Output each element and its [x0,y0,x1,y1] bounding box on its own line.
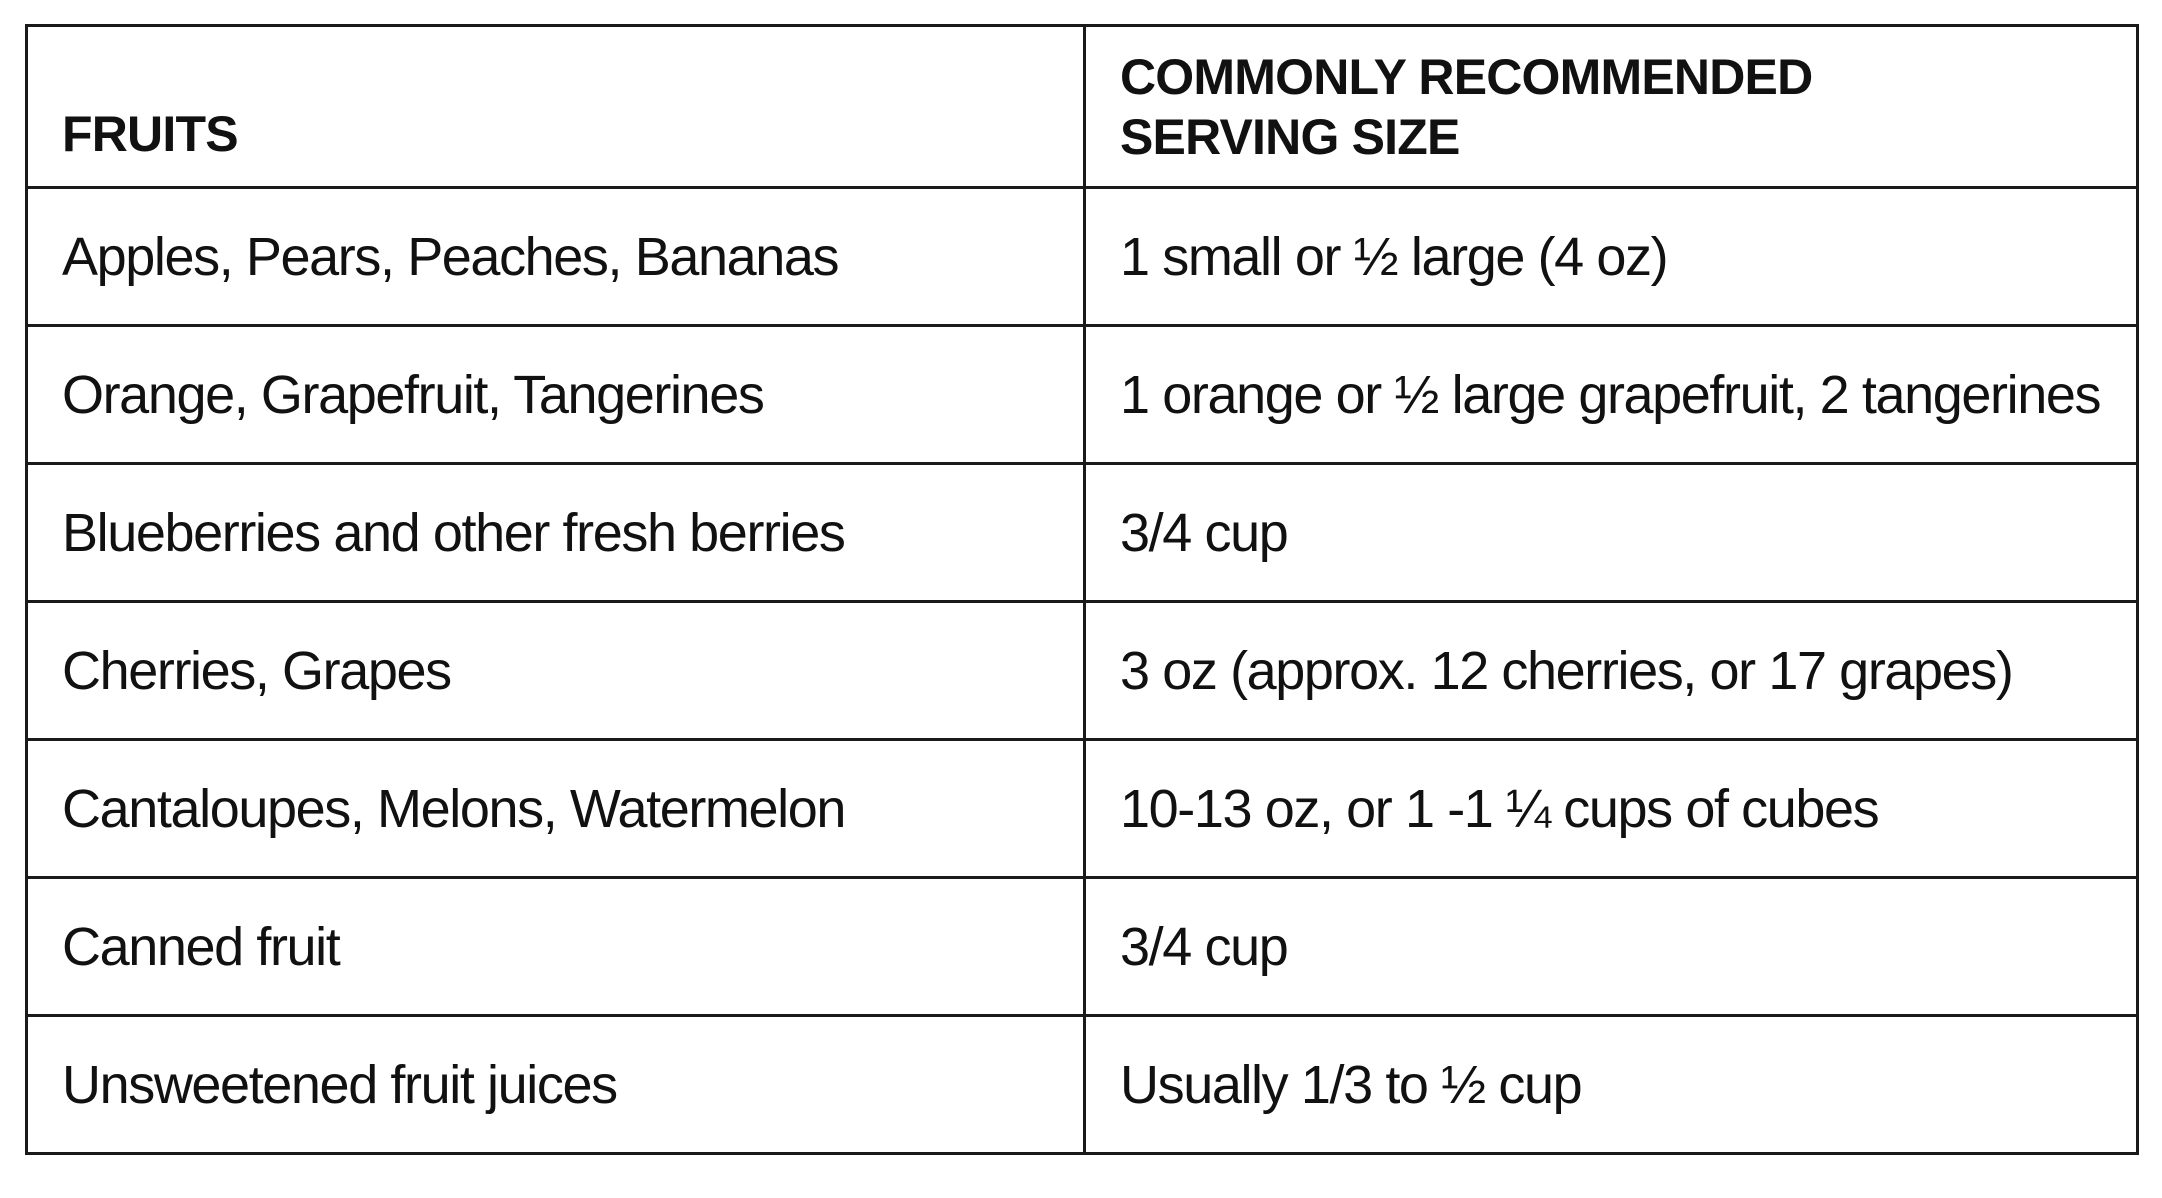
fruit-cell: Apples, Pears, Peaches, Bananas [25,186,1086,327]
serving-size-table-container: FRUITS COMMONLY RECOMMENDED SERVING SIZE… [25,24,2139,1155]
fruit-cell: Unsweetened fruit juices [25,1014,1086,1155]
table-row: Orange, Grapefruit, Tangerines 1 orange … [25,324,2139,465]
table-row: Cantaloupes, Melons, Watermelon 10-13 oz… [25,738,2139,879]
serving-cell: 1 small or ½ large (4 oz) [1083,186,2139,327]
table-header-row: FRUITS COMMONLY RECOMMENDED SERVING SIZE [25,24,2139,189]
table-row: Cherries, Grapes 3 oz (approx. 12 cherri… [25,600,2139,741]
fruit-cell: Cantaloupes, Melons, Watermelon [25,738,1086,879]
fruit-cell: Blueberries and other fresh berries [25,462,1086,603]
serving-size-column-header: COMMONLY RECOMMENDED SERVING SIZE [1083,24,2139,189]
serving-cell: Usually 1/3 to ½ cup [1083,1014,2139,1155]
serving-size-header-line-2: SERVING SIZE [1120,108,1460,165]
table-row: Apples, Pears, Peaches, Bananas 1 small … [25,186,2139,327]
serving-cell: 3/4 cup [1083,462,2139,603]
fruit-cell: Cherries, Grapes [25,600,1086,741]
table-row: Blueberries and other fresh berries 3/4 … [25,462,2139,603]
fruit-serving-size-table: FRUITS COMMONLY RECOMMENDED SERVING SIZE… [25,24,2139,1155]
serving-cell: 3/4 cup [1083,876,2139,1017]
serving-cell: 3 oz (approx. 12 cherries, or 17 grapes) [1083,600,2139,741]
serving-size-header-line-1: COMMONLY RECOMMENDED [1120,48,1813,105]
fruits-column-header: FRUITS [25,24,1086,189]
fruit-cell: Canned fruit [25,876,1086,1017]
fruit-cell: Orange, Grapefruit, Tangerines [25,324,1086,465]
serving-cell: 10-13 oz, or 1 -1 ¼ cups of cubes [1083,738,2139,879]
table-row: Canned fruit 3/4 cup [25,876,2139,1017]
table-row: Unsweetened fruit juices Usually 1/3 to … [25,1014,2139,1155]
serving-cell: 1 orange or ½ large grapefruit, 2 tanger… [1083,324,2139,465]
